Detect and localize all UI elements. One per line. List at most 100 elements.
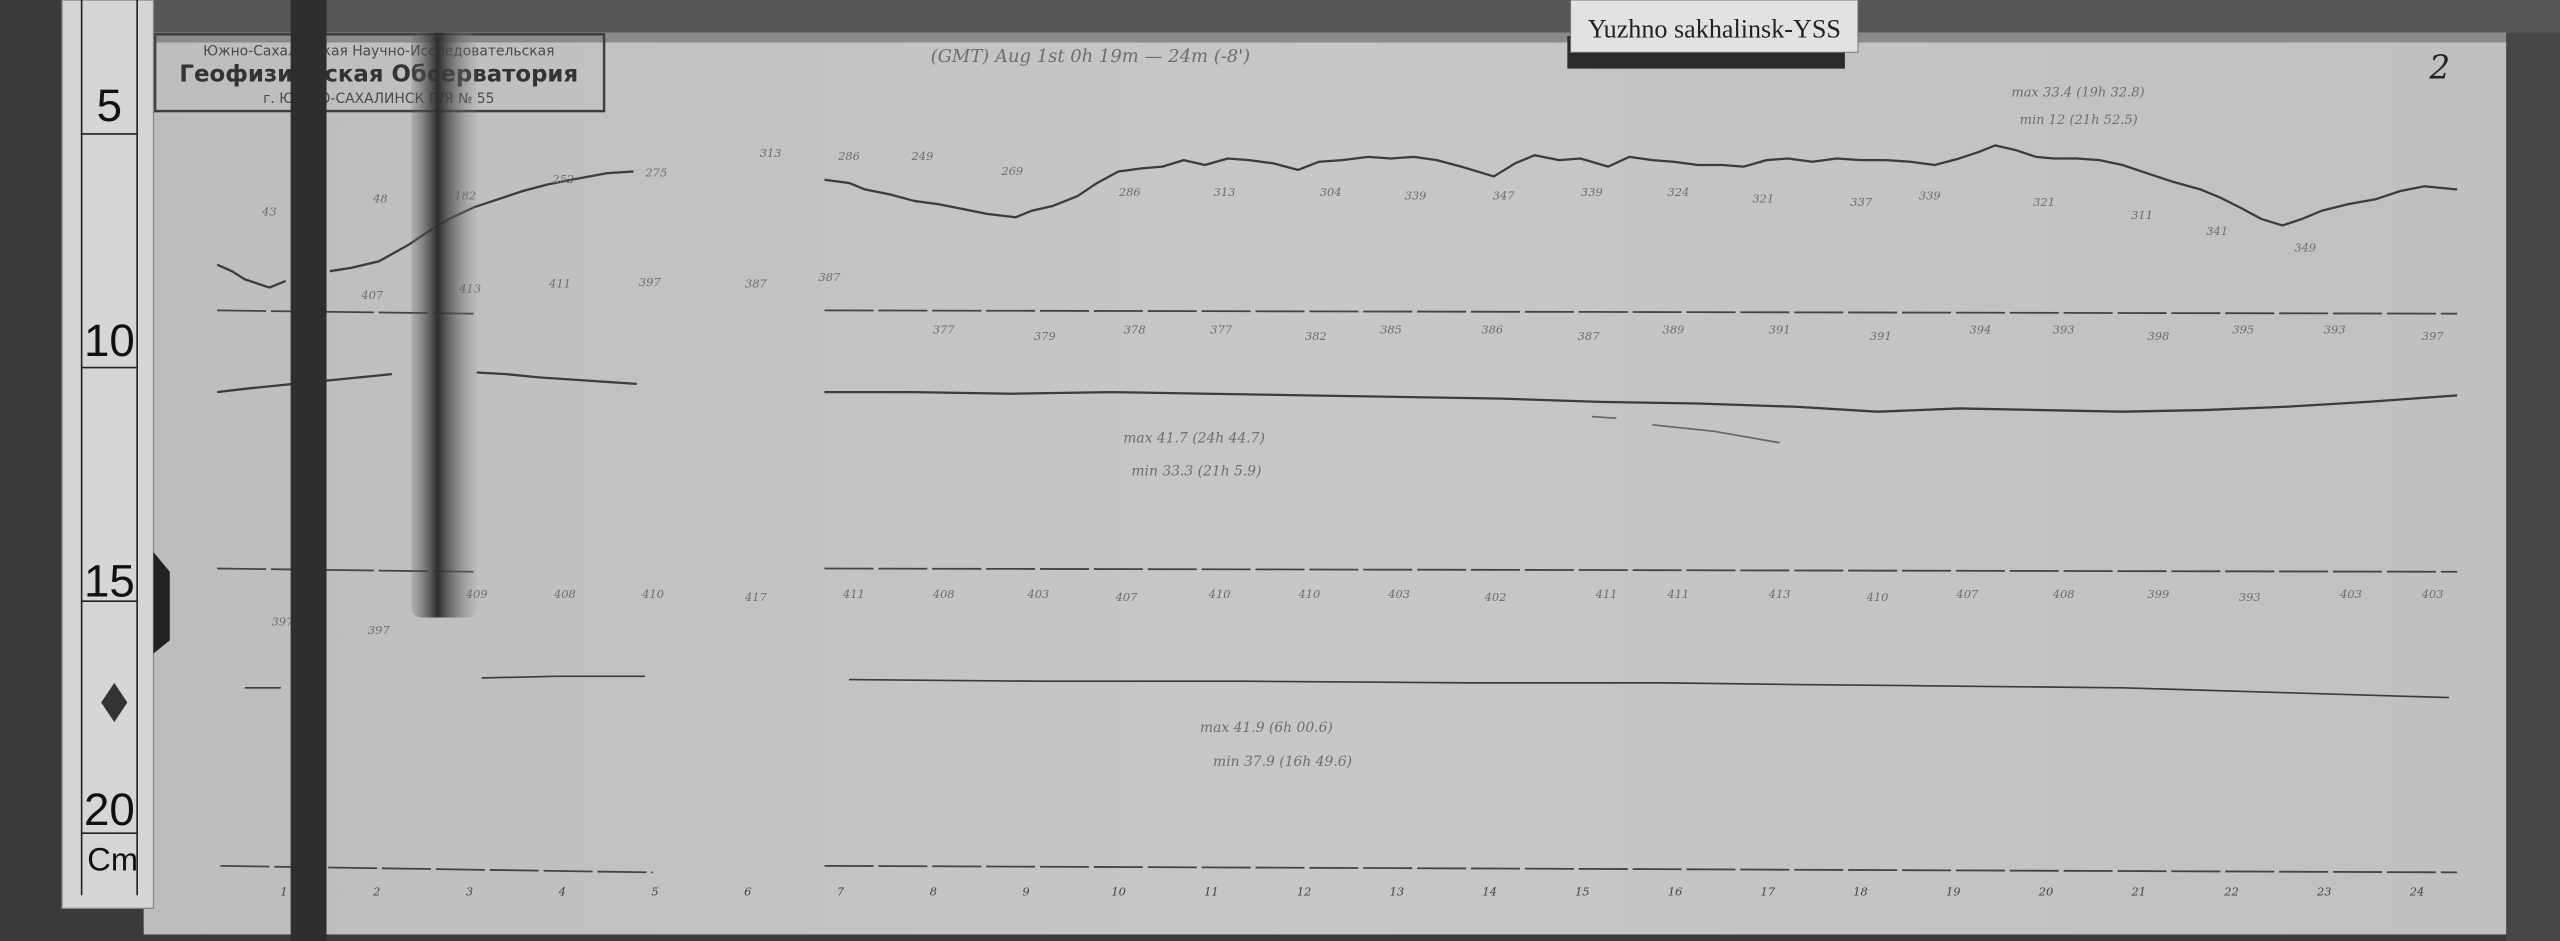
reading-row1: 321 — [1752, 192, 1774, 206]
hour-label: 11 — [1204, 884, 1219, 898]
hour-label: 21 — [2131, 884, 2147, 898]
hour-label: 4 — [558, 884, 566, 898]
hour-label: 18 — [1853, 884, 1868, 898]
pencil-mark — [1652, 423, 1780, 444]
reading-row2: 386 — [1481, 322, 1503, 336]
reading-row2: 394 — [1970, 322, 1992, 336]
reading-row1: 286 — [1118, 185, 1141, 199]
hour-label: 2 — [372, 884, 380, 898]
reading-row1: 269 — [1000, 164, 1023, 178]
trace-3 — [848, 678, 2450, 699]
ink-smear — [411, 32, 477, 618]
stamp-line2: Геофизическая Обсерватория — [179, 62, 578, 88]
hour-label: 8 — [930, 884, 937, 898]
reading-row3: 411 — [1666, 587, 1689, 601]
reading-row2: 377 — [1210, 322, 1233, 336]
hour-label: 3 — [466, 884, 473, 898]
trace-2 — [824, 390, 2458, 413]
reading-row2: 391 — [1769, 322, 1791, 336]
reading-row1: 48 — [372, 192, 388, 206]
reading-row1: 304 — [1320, 185, 1342, 199]
reading-row3: 407 — [1115, 590, 1139, 604]
reading-row1: 339 — [1405, 188, 1427, 202]
baseline — [824, 309, 2458, 315]
reading-row1b: 407 — [360, 288, 384, 302]
reading-row1: 347 — [1493, 188, 1516, 202]
hour-label: 14 — [1482, 884, 1497, 898]
reading-row2: 397 — [2422, 329, 2445, 343]
centimeter-ruler: 5 10 15 20 Cm — [61, 0, 170, 909]
note-top-max: max 33.4 (19h 32.8) — [2011, 85, 2144, 100]
trace-1 — [824, 144, 2458, 227]
diamond-marker-icon — [101, 682, 128, 723]
hour-label: 17 — [1761, 884, 1776, 898]
reading-row3: 411 — [842, 587, 865, 601]
reading-row3: 407 — [1955, 587, 1979, 601]
reading-row3: 410 — [641, 587, 664, 601]
note-middle-max: max 41.7 (24h 44.7) — [1123, 431, 1265, 447]
hour-label: 22 — [2223, 884, 2239, 898]
hour-label: 23 — [2316, 884, 2332, 898]
baseline — [217, 309, 474, 315]
reading-row3: 399 — [2147, 587, 2169, 601]
reading-row2: 385 — [1380, 322, 1402, 336]
hour-label: 13 — [1390, 884, 1405, 898]
reading-row3: 402 — [1484, 590, 1507, 604]
reading-row1: 349 — [2294, 241, 2316, 255]
reading-row1b: 397 — [639, 275, 662, 289]
reading-row1: 341 — [2206, 224, 2228, 238]
reading-row2: 393 — [2053, 322, 2075, 336]
reading-row3: 408 — [2052, 587, 2075, 601]
reading-row2: 395 — [2232, 322, 2254, 336]
reading-row1b: 387 — [818, 270, 841, 284]
reading-row1: 252 — [551, 172, 574, 186]
hour-label: 12 — [1297, 884, 1312, 898]
ruler-label-15: 15 — [84, 555, 135, 606]
ruler-unit: Cm — [87, 841, 138, 878]
baseline — [824, 567, 2458, 573]
record-title: (GMT) Aug 1st 0h 19m — 24m (-8') — [931, 46, 1251, 67]
reading-row3: 411 — [1595, 587, 1618, 601]
reading-row1b: 387 — [745, 277, 768, 291]
sheet-number: 2 — [2428, 48, 2450, 86]
hour-label: 1 — [280, 884, 287, 898]
reading-row3: 410 — [1866, 590, 1889, 604]
ruler-label-10: 10 — [84, 315, 135, 366]
reading-row3: 408 — [932, 587, 955, 601]
hour-label: 19 — [1946, 884, 1961, 898]
reading-row2: 387 — [1578, 329, 1601, 343]
reading-row3: 403 — [1026, 587, 1049, 601]
reading-row2: 382 — [1305, 329, 1327, 343]
trace-2 — [476, 371, 637, 386]
reading-row1: 313 — [760, 146, 782, 160]
pencil-mark — [1591, 415, 1617, 420]
station-label: Yuzhno sakhalinsk-YSS — [1567, 0, 1859, 69]
reading-row2: 377 — [933, 322, 956, 336]
reading-row1: 337 — [1850, 195, 1873, 209]
reading-row2: 398 — [2147, 329, 2169, 343]
hour-label: 7 — [837, 884, 845, 898]
note-top-min: min 12 (21h 52.5) — [2020, 113, 2138, 128]
reading-row2: 391 — [1870, 329, 1892, 343]
reading-row1: 324 — [1667, 185, 1689, 199]
reading-row1: 321 — [2033, 195, 2055, 209]
reading-row1b: 411 — [548, 277, 571, 291]
reading-row3: 393 — [2239, 590, 2261, 604]
trace-3 — [481, 675, 645, 679]
hour-label: 6 — [744, 884, 751, 898]
reading-row2: 379 — [1034, 329, 1056, 343]
reading-row1: 311 — [2131, 208, 2153, 222]
hour-label: 20 — [2038, 884, 2054, 898]
stamp-line1: Южно-Сахалинская Научно-Исследовательска… — [203, 44, 554, 60]
baseline — [824, 864, 2458, 874]
note-lower-min: min 37.9 (16h 49.6) — [1213, 754, 1352, 770]
trace-1 — [216, 263, 287, 289]
hour-label: 9 — [1022, 884, 1029, 898]
reading-row1: 339 — [1919, 188, 1941, 202]
hour-label: 16 — [1668, 884, 1683, 898]
note-lower-max: max 41.9 (6h 00.6) — [1200, 720, 1333, 736]
dark-vertical-bar — [290, 0, 327, 941]
station-label-text: Yuzhno sakhalinsk-YSS — [1588, 15, 1841, 44]
reading-row1: 313 — [1214, 185, 1236, 199]
